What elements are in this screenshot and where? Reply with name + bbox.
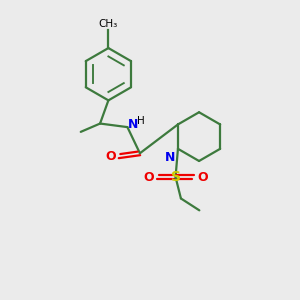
Text: O: O xyxy=(197,170,208,184)
Text: CH₃: CH₃ xyxy=(99,19,118,29)
Text: N: N xyxy=(128,118,139,130)
Text: H: H xyxy=(136,116,144,126)
Text: O: O xyxy=(143,170,154,184)
Text: S: S xyxy=(171,170,181,184)
Text: N: N xyxy=(165,151,175,164)
Text: O: O xyxy=(105,150,116,163)
